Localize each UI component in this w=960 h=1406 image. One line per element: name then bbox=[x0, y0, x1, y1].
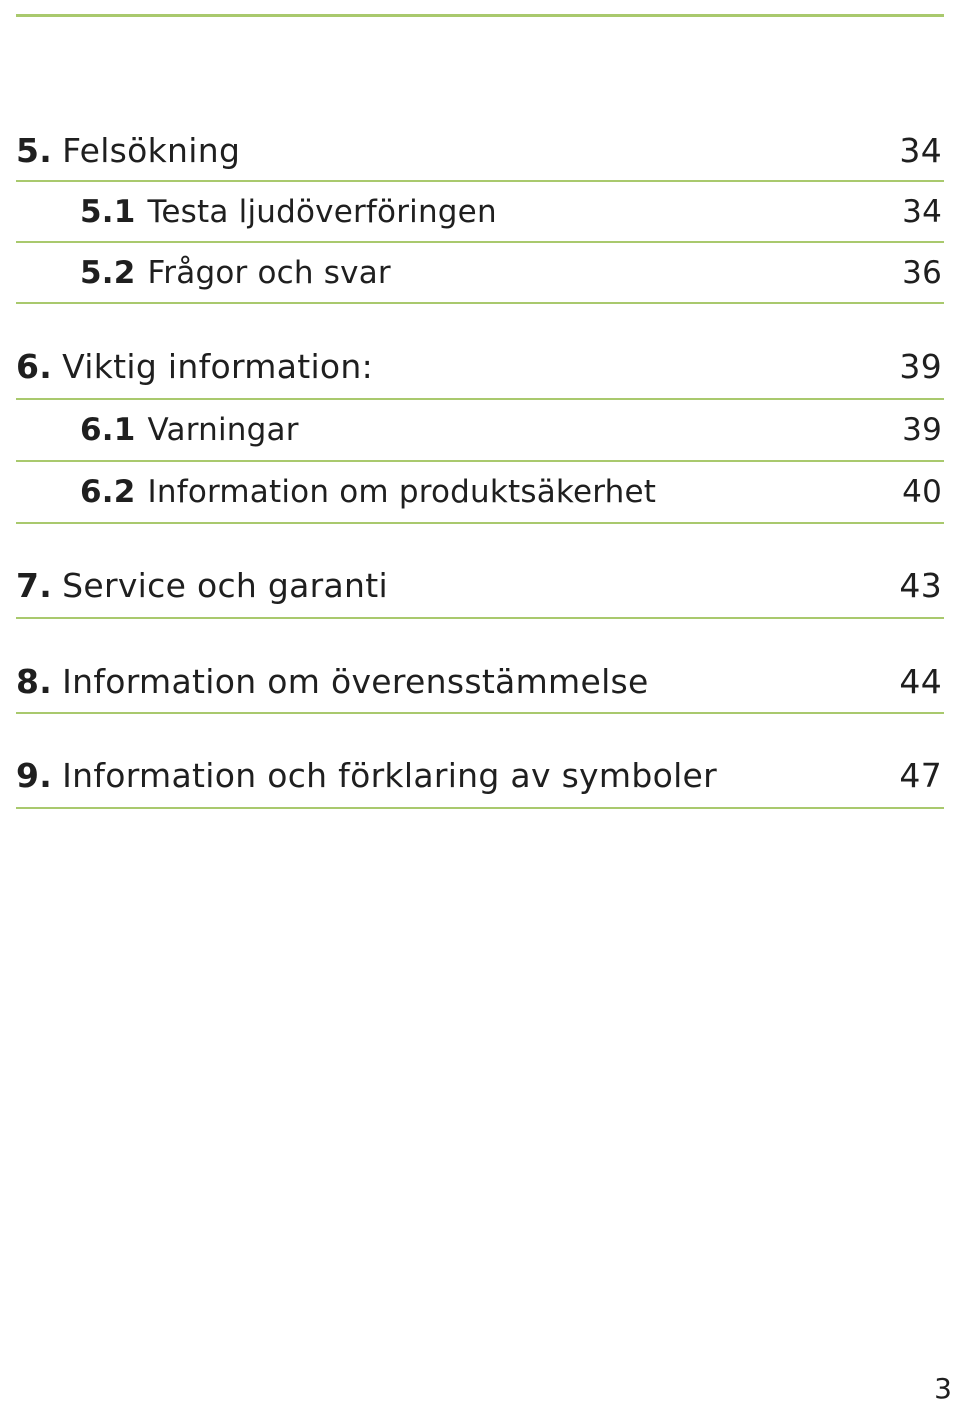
toc-entry-number: 5.1 bbox=[80, 194, 136, 230]
toc-entry-page: 47 bbox=[899, 756, 942, 795]
toc-entry-label: 6.2 Information om produktsäkerhet bbox=[16, 474, 656, 510]
toc-entry-number: 5. bbox=[16, 131, 53, 170]
toc-entry-6-1[interactable]: 6.1 Varningar 39 bbox=[16, 412, 944, 448]
toc-entry-number: 6.2 bbox=[80, 474, 136, 510]
toc-entry-title: Service och garanti bbox=[62, 566, 388, 605]
toc-entry-7[interactable]: 7. Service och garanti 43 bbox=[16, 566, 944, 605]
toc-entry-page: 44 bbox=[899, 662, 942, 701]
toc-entry-page: 40 bbox=[902, 474, 942, 510]
toc-entry-number: 5.2 bbox=[80, 255, 136, 291]
divider bbox=[16, 241, 944, 243]
toc-entry-5-1[interactable]: 5.1 Testa ljudöverföringen 34 bbox=[16, 194, 944, 230]
toc-entry-title: Testa ljudöverföringen bbox=[147, 194, 497, 230]
toc-entry-label: 9. Information och förklaring av symbole… bbox=[16, 756, 717, 795]
toc-entry-number: 9. bbox=[16, 756, 53, 795]
toc-entry-title: Information om produktsäkerhet bbox=[147, 474, 657, 510]
toc-entry-5[interactable]: 5. Felsökning 34 bbox=[16, 131, 944, 170]
toc-entry-title: Frågor och svar bbox=[147, 255, 391, 291]
toc-entry-title: Information om överensstämmelse bbox=[62, 662, 649, 701]
divider bbox=[16, 522, 944, 524]
divider bbox=[16, 302, 944, 304]
toc-entry-label: 6.1 Varningar bbox=[16, 412, 299, 448]
toc-entry-number: 7. bbox=[16, 566, 53, 605]
toc-entry-6[interactable]: 6. Viktig information: 39 bbox=[16, 347, 944, 386]
divider bbox=[16, 180, 944, 182]
divider bbox=[16, 617, 944, 619]
toc-entry-9[interactable]: 9. Information och förklaring av symbole… bbox=[16, 756, 944, 795]
page-number: 3 bbox=[934, 1372, 952, 1405]
divider bbox=[16, 460, 944, 462]
toc-entry-number: 6. bbox=[16, 347, 53, 386]
toc-entry-label: 7. Service och garanti bbox=[16, 566, 388, 605]
toc-entry-6-2[interactable]: 6.2 Information om produktsäkerhet 40 bbox=[16, 474, 944, 510]
toc-entry-title: Viktig information: bbox=[62, 347, 374, 386]
toc-entry-title: Felsökning bbox=[62, 131, 241, 170]
toc-entry-page: 39 bbox=[899, 347, 942, 386]
toc-entry-8[interactable]: 8. Information om överensstämmelse 44 bbox=[16, 662, 944, 701]
divider bbox=[16, 807, 944, 809]
toc-entry-5-2[interactable]: 5.2 Frågor och svar 36 bbox=[16, 255, 944, 291]
toc-entry-label: 5.2 Frågor och svar bbox=[16, 255, 391, 291]
top-divider bbox=[16, 14, 944, 17]
toc-entry-label: 8. Information om överensstämmelse bbox=[16, 662, 649, 701]
toc-entry-page: 39 bbox=[902, 412, 942, 448]
toc-entry-page: 36 bbox=[902, 255, 942, 291]
divider bbox=[16, 712, 944, 714]
toc-entry-label: 5. Felsökning bbox=[16, 131, 240, 170]
toc-entry-number: 8. bbox=[16, 662, 53, 701]
toc-entry-title: Information och förklaring av symboler bbox=[62, 756, 718, 795]
toc-entry-page: 34 bbox=[899, 131, 942, 170]
toc-entry-page: 34 bbox=[902, 194, 942, 230]
toc-entry-label: 5.1 Testa ljudöverföringen bbox=[16, 194, 497, 230]
toc-entry-number: 6.1 bbox=[80, 412, 136, 448]
toc-entry-title: Varningar bbox=[147, 412, 299, 448]
divider bbox=[16, 398, 944, 400]
toc-entry-label: 6. Viktig information: bbox=[16, 347, 373, 386]
toc-entry-page: 43 bbox=[899, 566, 942, 605]
